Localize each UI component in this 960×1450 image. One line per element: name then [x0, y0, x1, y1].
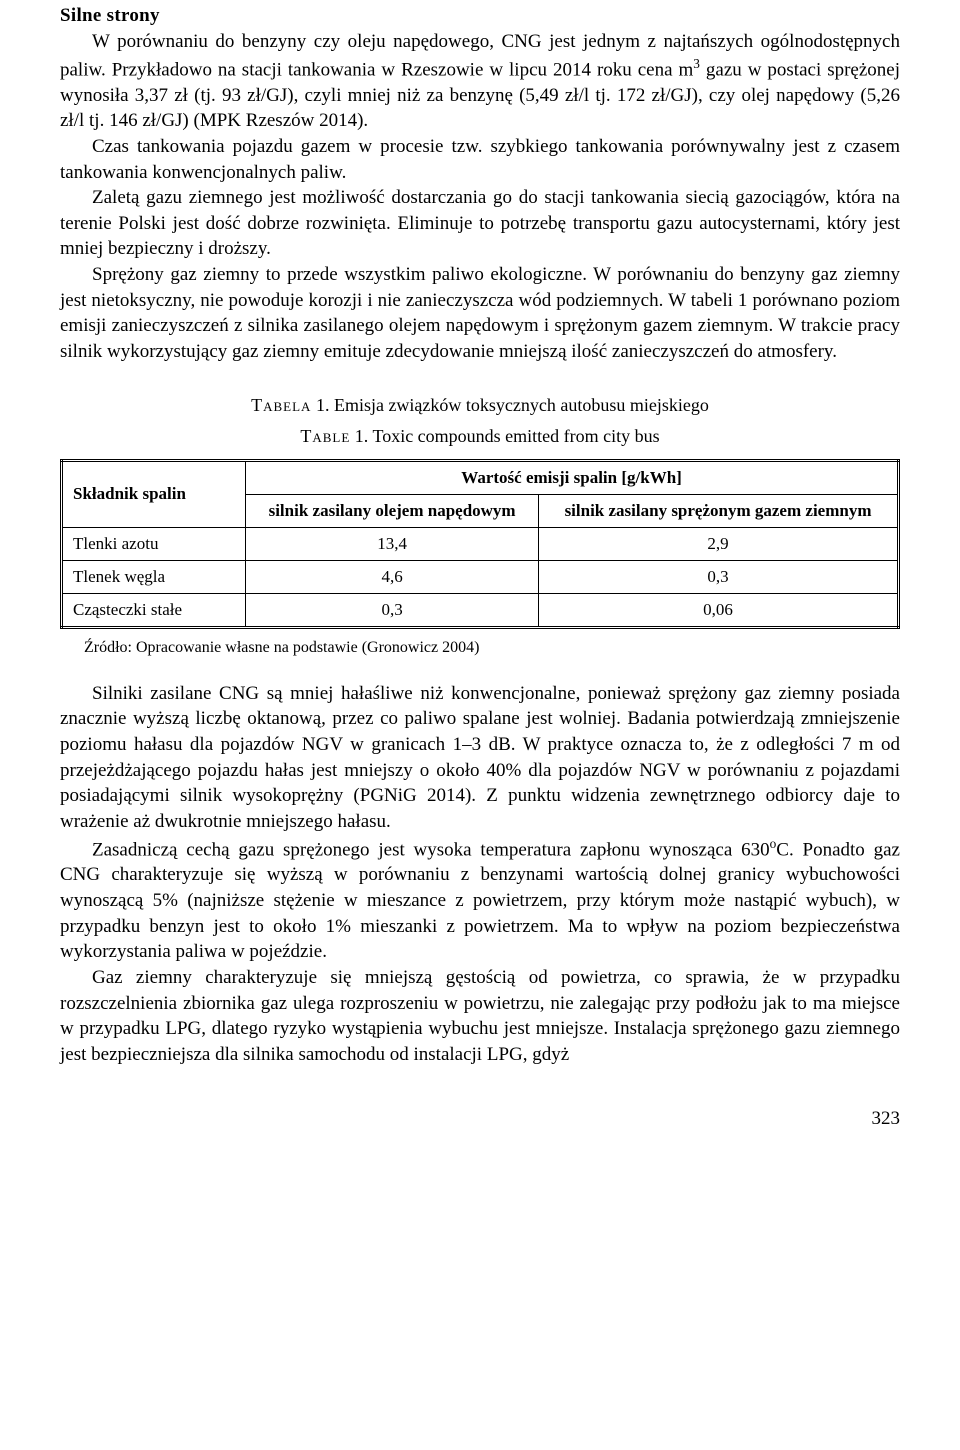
- table-caption-pl-prefix: Tabela: [251, 395, 311, 415]
- table-row-label: Cząsteczki stałe: [62, 593, 246, 627]
- table-caption-en: Table 1. Toxic compounds emitted from ci…: [60, 426, 900, 447]
- table-row-label: Tlenek węgla: [62, 560, 246, 593]
- table-cell: 0,06: [539, 593, 899, 627]
- emissions-table: Składnik spalin Wartość emisji spalin [g…: [60, 459, 900, 629]
- table-row: Cząsteczki stałe 0,3 0,06: [62, 593, 899, 627]
- page-container: Silne strony W porównaniu do benzyny czy…: [0, 0, 960, 1170]
- table-row-label: Tlenki azotu: [62, 527, 246, 560]
- table-col1-header: silnik zasilany olejem napędowym: [246, 494, 539, 527]
- emissions-table-wrap: Składnik spalin Wartość emisji spalin [g…: [60, 459, 900, 629]
- table-row-header-label: Składnik spalin: [62, 460, 246, 527]
- table-cell: 0,3: [539, 560, 899, 593]
- section-heading: Silne strony: [60, 5, 900, 27]
- table-header-row-1: Składnik spalin Wartość emisji spalin [g…: [62, 460, 899, 494]
- table-cell: 4,6: [246, 560, 539, 593]
- paragraph-7: Gaz ziemny charakteryzuje się mniejszą g…: [60, 965, 900, 1068]
- table-row: Tlenek węgla 4,6 0,3: [62, 560, 899, 593]
- table-caption-pl: Tabela 1. Emisja związków toksycznych au…: [60, 395, 900, 416]
- table-cell: 0,3: [246, 593, 539, 627]
- page-number: 323: [60, 1108, 900, 1130]
- table-cell: 2,9: [539, 527, 899, 560]
- paragraph-5: Silniki zasilane CNG są mniej hałaśliwe …: [60, 681, 900, 835]
- table-cell: 13,4: [246, 527, 539, 560]
- superscript-3: 3: [693, 56, 700, 71]
- paragraph-4: Sprężony gaz ziemny to przede wszystkim …: [60, 262, 900, 365]
- paragraph-3: Zaletą gazu ziemnego jest możliwość dost…: [60, 185, 900, 262]
- table-caption-en-prefix: Table: [300, 426, 350, 446]
- paragraph-6: Zasadniczą cechą gazu sprężonego jest wy…: [60, 835, 900, 966]
- table-group-header: Wartość emisji spalin [g/kWh]: [246, 460, 899, 494]
- table-col2-header: silnik zasilany sprężonym gazem ziemnym: [539, 494, 899, 527]
- table-row: Tlenki azotu 13,4 2,9: [62, 527, 899, 560]
- table-source: Źródło: Opracowanie własne na podstawie …: [60, 639, 900, 657]
- paragraph-2: Czas tankowania pojazdu gazem w procesie…: [60, 134, 900, 185]
- paragraph-1: W porównaniu do benzyny czy oleju napędo…: [60, 29, 900, 134]
- table-caption-pl-text: 1. Emisja związków toksycznych autobusu …: [311, 395, 708, 415]
- paragraph-6-text-a: Zasadniczą cechą gazu sprężonego jest wy…: [92, 839, 770, 860]
- table-caption-en-text: 1. Toxic compounds emitted from city bus: [350, 426, 659, 446]
